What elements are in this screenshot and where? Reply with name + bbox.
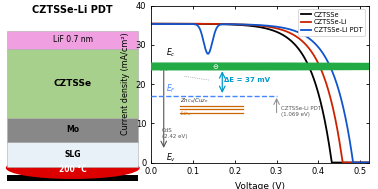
CZTSSe: [314, 84, 318, 87]
Text: $E_c$: $E_c$: [166, 46, 175, 59]
Text: Mo: Mo: [66, 125, 79, 134]
CZTSSe-Li PDT: [275, 26, 280, 28]
CZTSSe-Li: [275, 27, 280, 30]
CZTSSe-Li: [314, 58, 318, 60]
Text: CZTSSe: CZTSSe: [54, 79, 92, 88]
Line: CZTSSe-Li: CZTSSe-Li: [151, 24, 369, 163]
CZTSSe-Li PDT: [149, 23, 153, 25]
CZTSSe-Li: [149, 22, 153, 25]
Bar: [7, 175, 138, 181]
CZTSSe-Li PDT: [351, 161, 356, 164]
Text: CdS
(2.42 eV): CdS (2.42 eV): [162, 128, 187, 139]
Text: SLG: SLG: [65, 150, 81, 159]
CZTSSe: [275, 31, 280, 33]
CZTSSe: [287, 39, 292, 41]
CZTSSe: [281, 34, 285, 36]
CZTSSe-Li: [366, 161, 371, 164]
CZTSSe-Li: [336, 134, 341, 136]
Text: CZTSSe-Li PDT: CZTSSe-Li PDT: [33, 5, 113, 15]
Text: 200 °C: 200 °C: [59, 165, 87, 174]
Bar: [7, 49, 138, 118]
Circle shape: [0, 63, 378, 70]
Text: CZTSSe-Li PDT
(1.069 eV): CZTSSe-Li PDT (1.069 eV): [281, 106, 321, 117]
Bar: [7, 142, 138, 167]
CZTSSe-Li PDT: [162, 23, 167, 25]
Bar: [7, 118, 138, 142]
CZTSSe-Li PDT: [314, 43, 318, 46]
Line: CZTSSe-Li PDT: CZTSSe-Li PDT: [151, 24, 369, 163]
CZTSSe: [366, 161, 371, 164]
Text: $E_F$: $E_F$: [166, 82, 176, 95]
CZTSSe-Li: [281, 29, 285, 31]
Legend: CZTSSe, CZTSSe-Li, CZTSSe-Li PDT: CZTSSe, CZTSSe-Li, CZTSSe-Li PDT: [299, 9, 365, 36]
Text: $E_v$: $E_v$: [166, 152, 176, 164]
CZTSSe: [162, 23, 167, 25]
Text: $Zn_{Cu}/Cu_{Zn}$: $Zn_{Cu}/Cu_{Zn}$: [180, 97, 209, 105]
Ellipse shape: [6, 157, 140, 179]
Y-axis label: Current density (mA/cm²): Current density (mA/cm²): [121, 33, 130, 136]
Text: $\ominus$: $\ominus$: [212, 62, 220, 71]
CZTSSe-Li PDT: [366, 161, 371, 164]
CZTSSe: [336, 161, 341, 164]
CZTSSe-Li: [341, 161, 345, 164]
Text: $Li_{Cu}$: $Li_{Cu}$: [180, 109, 192, 118]
Text: LiF 0.7 nm: LiF 0.7 nm: [53, 35, 93, 44]
CZTSSe-Li: [287, 32, 292, 34]
X-axis label: Voltage (V): Voltage (V): [235, 182, 285, 189]
CZTSSe: [149, 22, 153, 25]
Bar: [7, 31, 138, 49]
Line: CZTSSe: CZTSSe: [151, 24, 369, 163]
Text: ΔE = 37 mV: ΔE = 37 mV: [225, 77, 270, 83]
CZTSSe-Li: [162, 22, 167, 25]
CZTSSe-Li PDT: [287, 28, 292, 30]
CZTSSe-Li PDT: [336, 88, 341, 90]
CZTSSe: [330, 161, 334, 164]
CZTSSe-Li PDT: [281, 27, 285, 29]
